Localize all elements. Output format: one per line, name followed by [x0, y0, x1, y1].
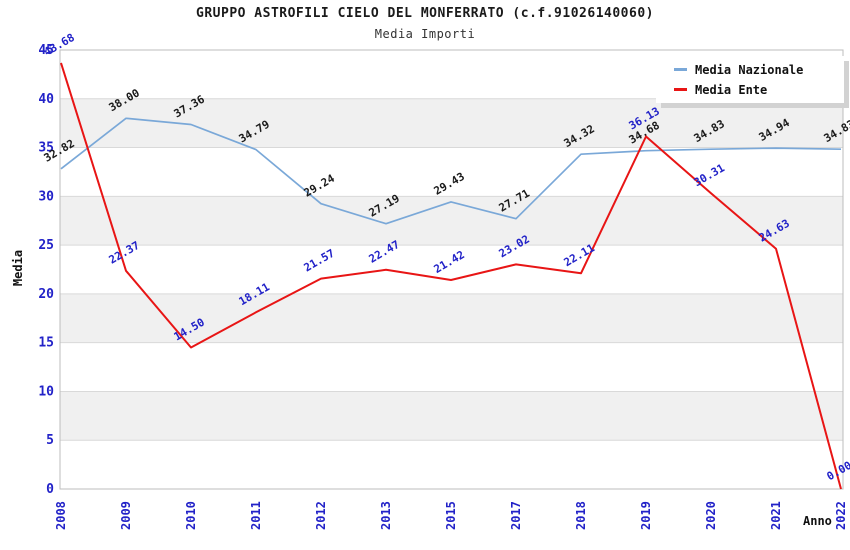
plot-band [60, 98, 843, 148]
plot-band [60, 293, 843, 343]
media-nazionale-line-marker [674, 68, 687, 71]
x-tick-label: 2013 [379, 501, 393, 530]
y-tick-label: 5 [46, 433, 54, 448]
plot-band [60, 342, 843, 392]
plot-band [60, 440, 843, 489]
legend-label-media-nazionale: Media Nazionale [695, 62, 804, 77]
x-tick-label: 2012 [314, 501, 328, 530]
x-tick-label: 2019 [639, 501, 653, 530]
legend-item-media-nazionale: Media Nazionale [674, 63, 844, 77]
x-tick-label: 2015 [444, 501, 458, 530]
y-tick-label: 25 [38, 238, 54, 253]
chart-subtitle: Media Importi [374, 27, 476, 41]
plot-border [59, 49, 844, 490]
y-tick-label: 20 [38, 287, 54, 302]
y-tick-label: 35 [38, 141, 54, 156]
legend: Media Nazionale Media Ente [656, 56, 844, 103]
media-nazionale-line [60, 117, 842, 225]
x-tick-label: 2008 [54, 501, 68, 530]
x-tick-label: 2018 [574, 501, 588, 530]
y-tick-label: 30 [38, 189, 54, 204]
media-ente-line [60, 62, 842, 490]
y-tick-label: 40 [38, 92, 54, 107]
x-tick-label: 2011 [249, 501, 263, 530]
x-tick-label: 2010 [184, 501, 198, 530]
y-tick-label: 45 [38, 43, 54, 58]
plot-band [60, 147, 843, 197]
y-axis-title: Media [11, 249, 25, 287]
x-axis-title: Anno [803, 514, 832, 528]
y-tick-label: 15 [38, 336, 54, 351]
legend-label-media-ente: Media Ente [695, 82, 768, 97]
media-ente-line-marker [674, 88, 687, 91]
x-tick-label: 2017 [509, 501, 523, 530]
x-tick-label: 2020 [704, 501, 718, 530]
legend-item-media-ente: Media Ente [674, 83, 844, 97]
y-tick-label: 0 [46, 482, 54, 497]
plot-band [60, 196, 843, 246]
x-tick-label: 2022 [834, 501, 848, 530]
plot-band [60, 245, 843, 294]
chart-title: GRUPPO ASTROFILI CIELO DEL MONFERRATO (c… [196, 6, 654, 21]
x-tick-label: 2021 [769, 501, 783, 530]
y-tick-label: 10 [38, 384, 54, 399]
x-tick-label: 2009 [119, 501, 133, 530]
plot-band [60, 391, 843, 441]
